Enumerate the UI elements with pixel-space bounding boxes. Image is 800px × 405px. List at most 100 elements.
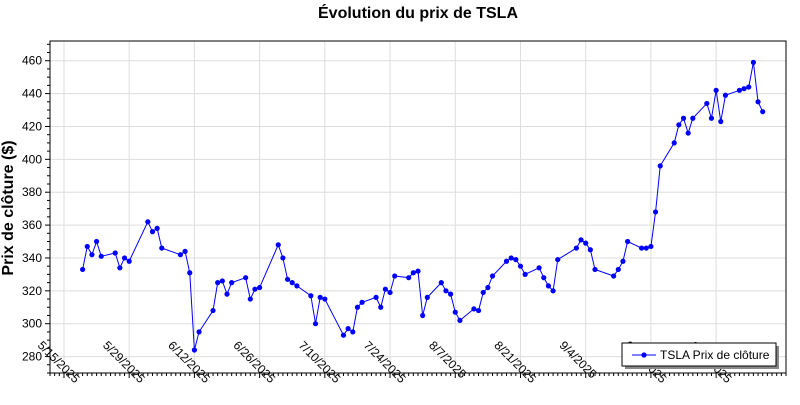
data-point <box>583 240 589 246</box>
data-point <box>117 265 123 271</box>
data-point <box>219 278 225 284</box>
data-point <box>513 256 519 263</box>
x-tick-label: 6/12/2025 <box>165 338 213 386</box>
y-tick-label: 440 <box>22 87 42 101</box>
data-point <box>182 248 188 254</box>
data-point <box>755 99 761 105</box>
data-point <box>555 256 561 263</box>
y-tick-label: 380 <box>22 185 42 199</box>
data-point <box>680 115 687 121</box>
data-point <box>289 280 295 286</box>
y-tick-label: 340 <box>22 251 42 265</box>
data-point <box>340 332 347 338</box>
data-point <box>196 329 202 335</box>
data-point <box>210 307 216 314</box>
data-point <box>145 219 151 225</box>
data-point <box>312 321 319 327</box>
data-point <box>443 288 449 294</box>
data-point <box>620 258 626 264</box>
data-point <box>80 266 86 273</box>
data-point <box>611 273 617 279</box>
data-point <box>480 289 486 296</box>
data-point <box>112 250 118 256</box>
data-point <box>587 247 593 253</box>
data-point <box>652 209 659 215</box>
data-point <box>471 306 477 312</box>
data-point <box>685 130 691 136</box>
data-point <box>615 266 621 273</box>
data-point <box>159 245 165 251</box>
data-point <box>448 291 454 297</box>
x-tick-label: 6/26/2025 <box>230 338 278 386</box>
y-tick-label: 420 <box>22 119 42 133</box>
x-tick-label: 5/29/2025 <box>100 338 148 386</box>
data-point <box>736 87 743 93</box>
data-point <box>550 288 556 294</box>
data-point <box>350 329 356 335</box>
legend-box <box>621 342 777 367</box>
data-point <box>406 275 412 281</box>
data-point <box>750 59 756 65</box>
data-point <box>424 294 430 300</box>
data-point <box>89 252 95 258</box>
data-point <box>573 245 579 251</box>
x-tick-label: 7/24/2025 <box>361 338 409 386</box>
data-point <box>708 115 715 121</box>
data-point <box>415 268 421 274</box>
x-tick-label: 8/7/2025 <box>426 338 469 381</box>
y-tick-label: 360 <box>22 218 42 232</box>
data-point <box>503 258 510 264</box>
data-point <box>522 271 528 277</box>
data-point <box>280 255 286 261</box>
data-point <box>676 122 682 128</box>
data-point <box>284 276 291 282</box>
data-point <box>625 238 631 245</box>
data-point <box>187 270 193 276</box>
data-point <box>713 87 719 93</box>
series <box>80 59 766 353</box>
data-point <box>638 245 645 251</box>
data-point <box>578 237 584 243</box>
data-point <box>760 109 766 115</box>
data-point <box>704 100 710 107</box>
data-point <box>671 140 677 146</box>
data-point <box>247 296 253 302</box>
data-point <box>387 289 393 296</box>
data-point <box>392 273 398 279</box>
data-point <box>438 280 444 286</box>
data-point <box>517 263 524 269</box>
data-point <box>126 258 132 264</box>
y-tick-label: 460 <box>22 54 42 68</box>
legend-label: TSLA Prix de clôture <box>660 348 770 362</box>
x-tick-label: 8/21/2025 <box>491 338 539 386</box>
data-point <box>643 245 649 251</box>
data-point <box>177 252 184 258</box>
data-point <box>536 265 542 271</box>
data-point <box>508 255 514 261</box>
data-point <box>382 286 388 292</box>
y-tick-label: 320 <box>22 284 42 298</box>
data-point <box>308 293 314 299</box>
data-point <box>741 86 747 92</box>
y-axis-title: Prix de clôture ($) <box>0 140 17 275</box>
data-point <box>294 283 300 289</box>
data-point <box>485 284 491 291</box>
data-point <box>229 280 235 286</box>
data-point <box>592 266 598 273</box>
axes: 280 300 320 340 360 380 400 420 440 460 5/15/2025 5… <box>22 43 787 386</box>
data-point <box>541 275 547 281</box>
data-point <box>657 163 663 169</box>
data-point <box>489 273 496 279</box>
data-point <box>690 115 696 121</box>
x-tick-label: 7/10/2025 <box>296 338 344 386</box>
y-tick-label: 300 <box>22 317 42 331</box>
y-tick-label: 400 <box>22 152 42 166</box>
data-point <box>545 283 552 289</box>
data-point <box>354 304 361 310</box>
data-point <box>275 242 281 248</box>
data-point <box>224 291 230 297</box>
data-point <box>154 225 160 231</box>
data-point <box>322 296 328 302</box>
